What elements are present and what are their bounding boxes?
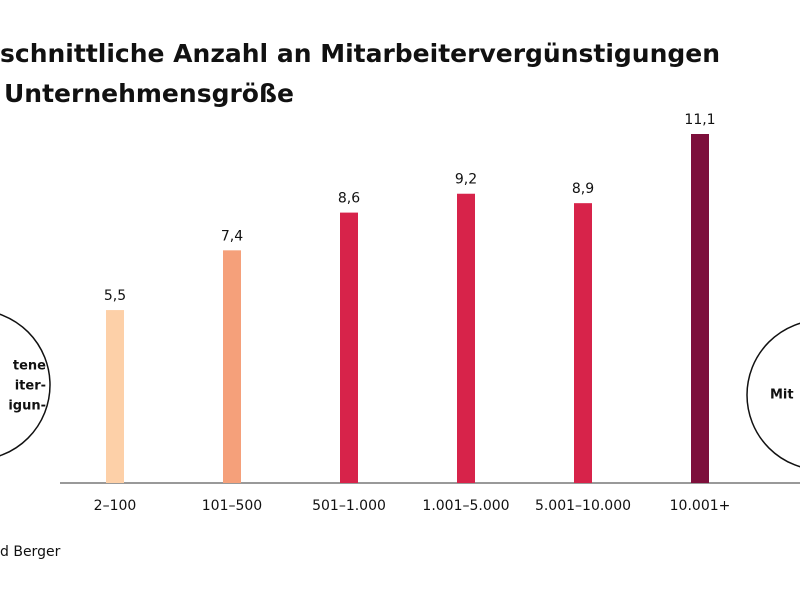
bar xyxy=(457,193,475,483)
annotation: igun- xyxy=(8,399,46,414)
annotation: Mit xyxy=(770,388,794,403)
value-label: 5,5 xyxy=(104,288,126,304)
annotation: iter- xyxy=(15,379,46,394)
annotation: tene xyxy=(13,359,46,374)
x-tick-label: 1.001–5.000 xyxy=(422,498,509,514)
x-tick-label: 5.001–10.000 xyxy=(535,498,631,514)
value-label: 8,6 xyxy=(338,191,360,207)
value-label: 11,1 xyxy=(684,112,715,128)
x-tick-label: 10.001+ xyxy=(670,498,731,514)
value-label: 7,4 xyxy=(221,228,243,244)
bar xyxy=(574,203,592,483)
annotation-circle xyxy=(0,313,51,457)
bar xyxy=(691,134,709,483)
source: d Berger xyxy=(0,544,61,560)
bar xyxy=(340,212,358,483)
x-tick-label: 101–500 xyxy=(202,498,262,514)
annotation-circle xyxy=(746,322,800,468)
x-tick-label: 2–100 xyxy=(94,498,137,514)
bar xyxy=(223,250,241,483)
value-label: 9,2 xyxy=(455,172,477,188)
x-tick-label: 501–1.000 xyxy=(312,498,386,514)
chart-title: Unternehmensgröße xyxy=(4,79,294,108)
chart-title: schnittliche Anzahl an Mitarbeitervergün… xyxy=(0,39,720,68)
bar xyxy=(106,310,124,483)
value-label: 8,9 xyxy=(572,181,594,197)
